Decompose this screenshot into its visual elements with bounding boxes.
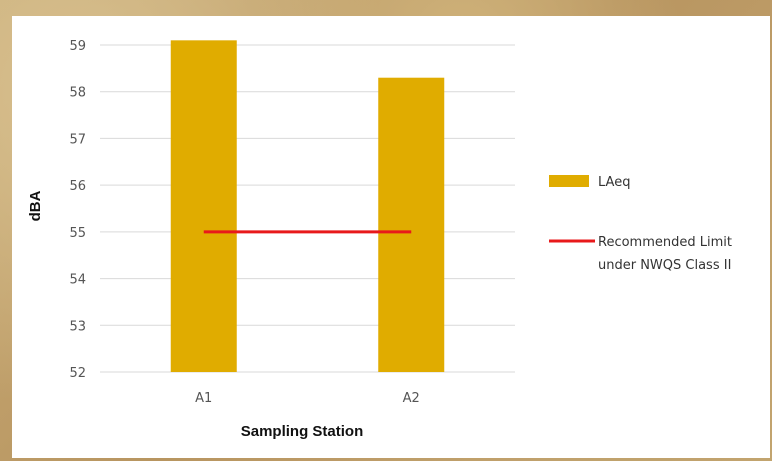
y-tick-label: 53 (69, 319, 86, 334)
legend-swatch-laeq (549, 175, 589, 187)
bars (170, 40, 445, 372)
y-tick-label: 58 (69, 86, 86, 101)
y-tick-labels: 52 53 54 55 56 57 58 59 (69, 39, 86, 381)
bar-a2 (378, 77, 445, 372)
y-tick-label: 55 (69, 226, 86, 241)
x-tick-label: A2 (403, 391, 420, 406)
y-tick-label: 54 (69, 273, 86, 288)
legend: LAeq Recommended Limit under NWQS Class … (549, 175, 732, 273)
x-tick-labels: A1 A2 (195, 391, 420, 406)
legend-label-limit-line1: Recommended Limit (598, 235, 732, 250)
grid-lines (100, 44, 515, 373)
y-axis-title: dBA (27, 190, 44, 221)
legend-label-limit-line2: under NWQS Class II (598, 258, 731, 273)
y-tick-label: 52 (69, 366, 86, 381)
y-tick-label: 57 (69, 132, 86, 147)
chart-card: 52 53 54 55 56 57 58 59 A1 A2 dBA Sampling Stati… (12, 16, 770, 458)
y-tick-label: 56 (69, 179, 86, 194)
chart: 52 53 54 55 56 57 58 59 A1 A2 dBA Sampling Stati… (27, 39, 732, 440)
x-tick-label: A1 (195, 391, 212, 406)
y-tick-label: 59 (69, 39, 86, 54)
x-axis-title: Sampling Station (241, 423, 364, 440)
legend-label-laeq: LAeq (598, 175, 630, 190)
bar-a1 (170, 40, 237, 372)
